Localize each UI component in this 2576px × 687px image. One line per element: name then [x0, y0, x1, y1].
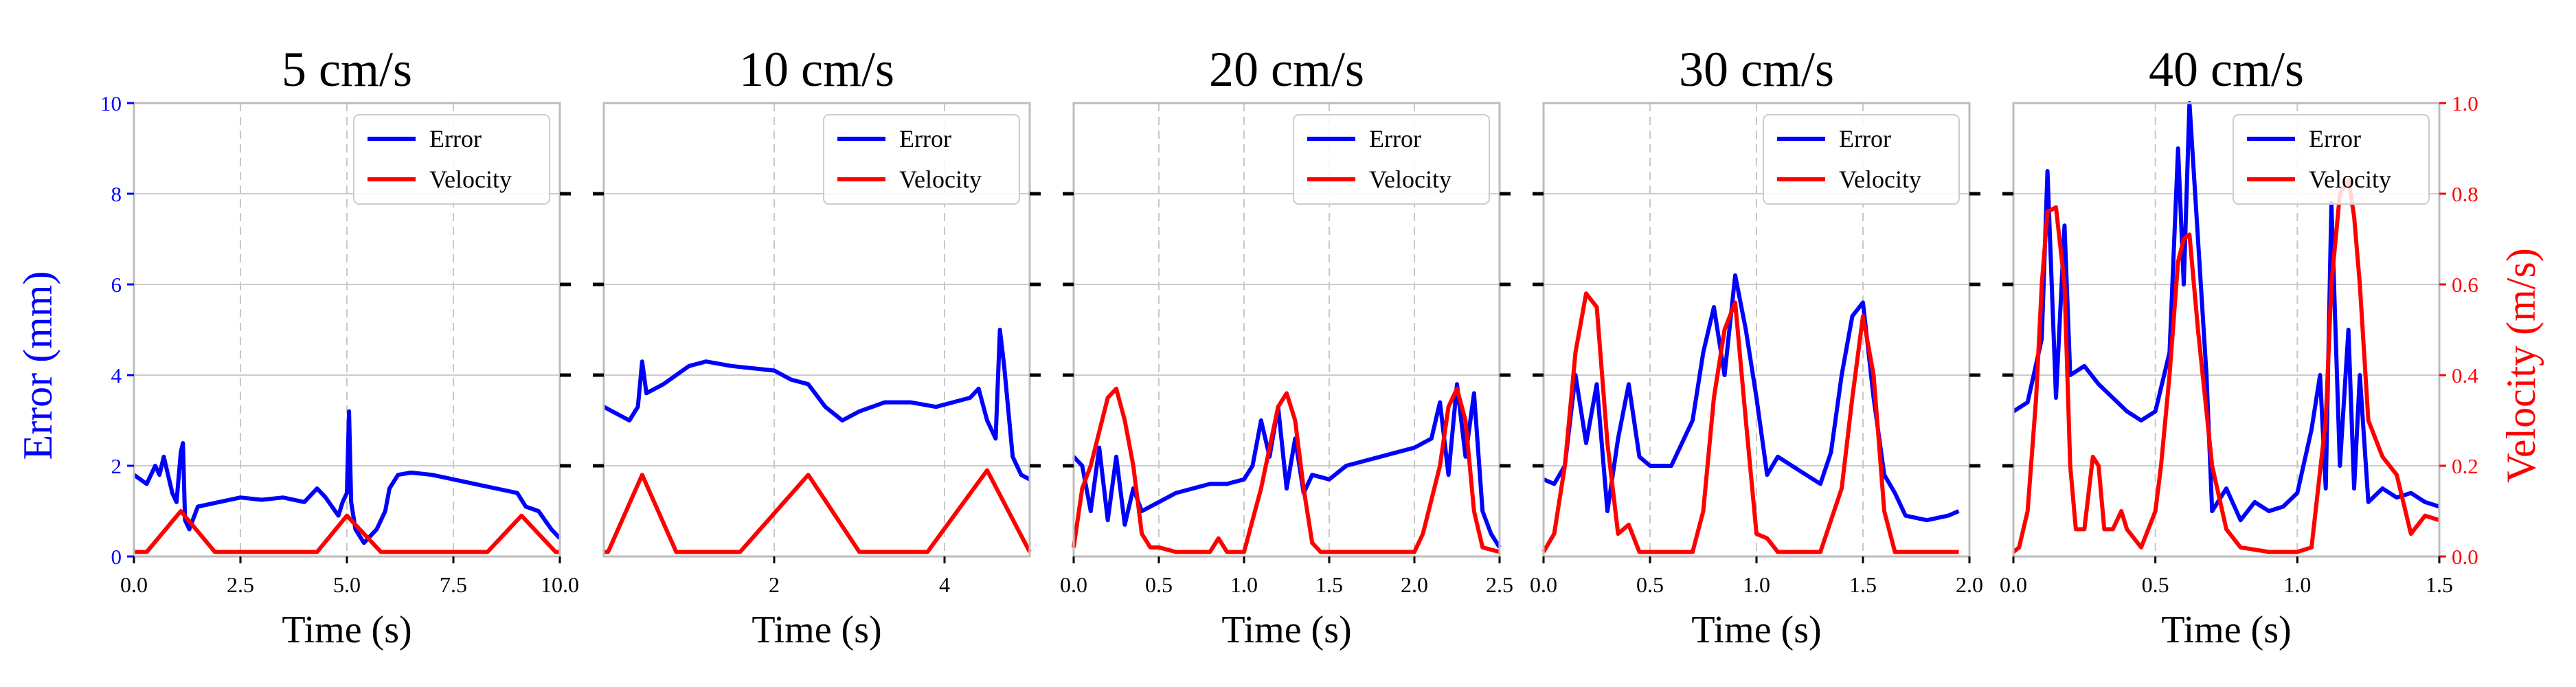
legend-velocity-label: Velocity	[429, 166, 512, 193]
legend-velocity-label: Velocity	[1369, 166, 1451, 193]
x-tick-label: 1.0	[1743, 572, 1770, 597]
x-tick-label: 2	[769, 572, 780, 597]
x-tick-label: 10.0	[541, 572, 579, 597]
x-axis-label: Time (s)	[2161, 609, 2291, 651]
x-tick-label: 4	[939, 572, 950, 597]
y-tick-label: 4	[111, 363, 122, 387]
x-tick-label: 1.5	[1315, 572, 1343, 597]
x-axis-label: Time (s)	[752, 609, 881, 651]
x-tick-label: 0.0	[2000, 572, 2027, 597]
panel-title: 10 cm/s	[739, 42, 894, 97]
x-axis-label: Time (s)	[1221, 609, 1351, 651]
legend-velocity-label: Velocity	[899, 166, 982, 193]
panel-title: 5 cm/s	[282, 42, 412, 97]
x-axis-label: Time (s)	[1691, 609, 1821, 651]
x-tick-label: 0.0	[1060, 572, 1087, 597]
velocity-tick-label: 0.0	[2452, 545, 2478, 569]
x-tick-label: 1.0	[1230, 572, 1258, 597]
legend-error-label: Error	[1839, 125, 1891, 153]
velocity-tick-label: 0.2	[2452, 454, 2478, 478]
x-tick-label: 1.5	[1849, 572, 1877, 597]
x-tick-label: 5.0	[333, 572, 361, 597]
x-tick-label: 2.0	[1401, 572, 1428, 597]
panel-title: 40 cm/s	[2149, 42, 2304, 97]
legend: Error Velocity	[354, 115, 550, 204]
legend-velocity-label: Velocity	[1839, 166, 1921, 193]
legend-error-label: Error	[1369, 125, 1421, 153]
x-tick-label: 2.5	[227, 572, 254, 597]
y-tick-label: 6	[111, 273, 122, 297]
legend-error-label: Error	[899, 125, 951, 153]
y-tick-label: 8	[111, 182, 122, 206]
legend: Error Velocity	[1763, 115, 1959, 204]
y-tick-label: 10	[100, 91, 122, 115]
velocity-tick-label: 1.0	[2452, 91, 2478, 115]
y-tick-label: 2	[111, 454, 122, 478]
x-tick-label: 1.0	[2283, 572, 2311, 597]
x-tick-label: 2.0	[1956, 572, 1983, 597]
legend: Error Velocity	[2233, 115, 2429, 204]
x-tick-label: 0.5	[1636, 572, 1664, 597]
left-axis-label: Error (mm)	[15, 271, 60, 460]
x-tick-label: 0.5	[1145, 572, 1173, 597]
legend-error-label: Error	[429, 125, 482, 153]
x-tick-label: 0.5	[2142, 572, 2169, 597]
x-tick-label: 0.0	[1530, 572, 1557, 597]
legend: Error Velocity	[824, 115, 1019, 204]
panel-5: 0.0 0.2 0.4 0.6 0.8 1.0 0.0 0.5 1.0 1.5 Time (s) 40…	[2000, 42, 2478, 651]
legend: Error Velocity	[1293, 115, 1489, 204]
right-axis-label: Velocity (m/s)	[2498, 248, 2544, 483]
panel-title: 20 cm/s	[1209, 42, 1364, 97]
x-tick-label: 2.5	[1486, 572, 1513, 597]
velocity-tick-label: 0.4	[2452, 363, 2478, 387]
x-axis-label: Time (s)	[282, 609, 411, 651]
velocity-tick-label: 0.6	[2452, 273, 2478, 297]
x-tick-label: 7.5	[440, 572, 467, 597]
panel-1: 0 2 4 6 8 10 0.0 2.5 5.0 7.5 10.0 Time (s) 5 cm/s Err…	[100, 42, 579, 651]
legend-velocity-label: Velocity	[2309, 166, 2391, 193]
x-tick-label: 1.5	[2426, 572, 2453, 597]
velocity-line	[1544, 293, 1959, 552]
velocity-line	[604, 471, 1030, 552]
x-tick-label: 0.0	[120, 572, 148, 597]
legend-error-label: Error	[2309, 125, 2361, 153]
y-tick-label: 0	[111, 545, 122, 569]
figure: 0 2 4 6 8 10 0.0 2.5 5.0 7.5 10.0 Time (s) 5 cm/s Err…	[0, 0, 2576, 687]
velocity-tick-label: 0.8	[2452, 182, 2478, 206]
panels: 0 2 4 6 8 10 0.0 2.5 5.0 7.5 10.0 Time (s) 5 cm/s Err…	[100, 42, 2478, 651]
panel-title: 30 cm/s	[1679, 42, 1834, 97]
error-line	[604, 330, 1030, 480]
